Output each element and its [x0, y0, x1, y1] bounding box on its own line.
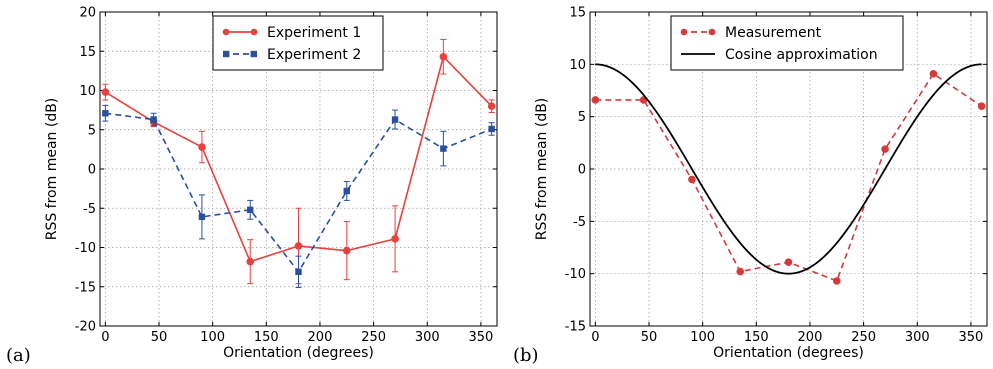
- legend-box: [212, 15, 384, 71]
- data-point: [736, 267, 745, 276]
- x-tick-label: 300: [415, 330, 440, 345]
- data-point: [246, 257, 255, 266]
- x-tick-label: 0: [101, 330, 109, 345]
- x-tick-label: 200: [308, 330, 333, 345]
- data-point: [343, 187, 350, 195]
- legend: Experiment 1 Experiment 2: [212, 15, 384, 71]
- y-tick-label: 5: [578, 110, 586, 125]
- legend-marker: [222, 28, 230, 36]
- data-point: [591, 96, 600, 104]
- data-point: [440, 145, 447, 152]
- y-tick-label: 10: [79, 84, 96, 99]
- y-axis-label: RSS from mean (dB): [534, 98, 550, 241]
- x-tick-label: 50: [641, 330, 658, 345]
- x-tick-label: 100: [690, 330, 715, 345]
- y-tick-label: 20: [79, 6, 96, 21]
- data-point: [342, 246, 351, 255]
- y-tick-label: 0: [88, 163, 96, 178]
- data-point: [487, 102, 496, 110]
- data-point: [101, 88, 110, 96]
- legend-marker: [250, 28, 258, 36]
- chart-panel-b: 0 50 100 150 200 250 300 350 -15 -10 -5 0 5 10 15 Orien…: [513, 6, 988, 366]
- x-tick-label: 300: [905, 330, 930, 345]
- x-tick-label: 100: [200, 330, 225, 345]
- y-tick-label: -10: [75, 241, 96, 256]
- series-2: [102, 104, 495, 289]
- data-point: [391, 116, 399, 123]
- x-tick-label: 350: [958, 330, 983, 345]
- panel-label: (a): [6, 345, 31, 366]
- legend-label: Measurement: [725, 25, 822, 41]
- plot-frame: [589, 11, 988, 327]
- x-tick-label: 0: [591, 330, 599, 345]
- series-1: [591, 69, 986, 285]
- legend-label: Cosine approximation: [725, 47, 878, 63]
- data-point: [150, 116, 157, 123]
- y-axis-label: RSS from mean (dB): [44, 98, 60, 241]
- data-point: [198, 213, 206, 221]
- data-point: [295, 268, 302, 276]
- data-point: [391, 235, 399, 243]
- y-tick-label: -5: [573, 215, 586, 230]
- legend-marker: [223, 50, 230, 58]
- data-point: [784, 258, 793, 266]
- y-tick-label: -15: [565, 320, 586, 335]
- y-tick-label: -10: [565, 267, 586, 282]
- legend: Measurement Cosine approximation: [670, 15, 904, 71]
- x-axis-label: Orientation (degrees): [713, 345, 864, 361]
- data-point: [198, 143, 206, 151]
- y-tick-label: 5: [88, 123, 96, 138]
- data-point: [247, 206, 254, 214]
- data-point: [688, 175, 696, 184]
- x-tick-label: 250: [361, 330, 386, 345]
- y-tick-label: -15: [75, 280, 96, 295]
- y-tick-label: -5: [83, 202, 96, 217]
- y-tick-label: -20: [75, 320, 96, 335]
- legend-label: Experiment 1: [267, 25, 361, 41]
- legend-marker: [708, 28, 716, 36]
- chart-panel-a: 0 50 100 150 200 250 300 350 -20 -15 -10 -5 0 5 10 15 20…: [6, 6, 498, 366]
- series-2: [595, 63, 982, 275]
- y-tick-label: 10: [569, 58, 586, 73]
- x-tick-label: 50: [151, 330, 168, 345]
- plot-frame: [99, 11, 498, 327]
- data-point: [832, 277, 841, 285]
- x-tick-label: 150: [744, 330, 769, 345]
- data-point: [929, 69, 938, 78]
- y-tick-label: 15: [79, 45, 96, 60]
- data-point: [102, 110, 109, 117]
- legend-label: Experiment 2: [267, 47, 361, 63]
- legend-marker: [680, 28, 688, 36]
- data-point: [977, 102, 986, 110]
- x-axis-label: Orientation (degrees): [223, 345, 374, 361]
- series-1: [101, 38, 496, 285]
- data-point: [294, 242, 303, 250]
- data-point: [881, 145, 889, 153]
- y-tick-label: 0: [578, 163, 586, 178]
- y-tick-label: 15: [569, 6, 586, 21]
- data-point: [488, 125, 495, 133]
- data-point: [439, 52, 448, 61]
- legend-marker: [250, 50, 257, 58]
- panel-label: (b): [513, 345, 539, 366]
- x-tick-label: 250: [851, 330, 876, 345]
- x-tick-label: 150: [254, 330, 279, 345]
- x-tick-label: 200: [798, 330, 823, 345]
- x-tick-label: 350: [468, 330, 493, 345]
- legend-box: [670, 15, 904, 71]
- series-line: [595, 63, 982, 275]
